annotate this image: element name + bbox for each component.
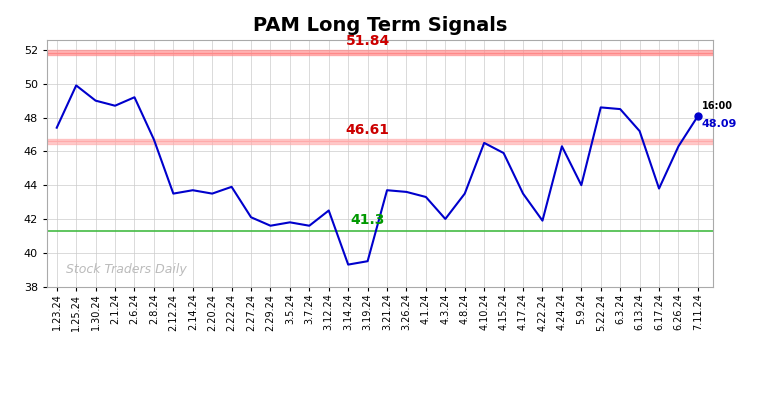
Title: PAM Long Term Signals: PAM Long Term Signals — [253, 16, 507, 35]
Bar — [47, 139, 713, 144]
Text: 46.61: 46.61 — [346, 123, 390, 137]
Text: 48.09: 48.09 — [702, 119, 737, 129]
Text: 16:00: 16:00 — [702, 101, 733, 111]
Text: Stock Traders Daily: Stock Traders Daily — [67, 263, 187, 277]
Bar — [47, 50, 713, 55]
Text: 41.3: 41.3 — [350, 213, 385, 226]
Text: 51.84: 51.84 — [346, 34, 390, 49]
